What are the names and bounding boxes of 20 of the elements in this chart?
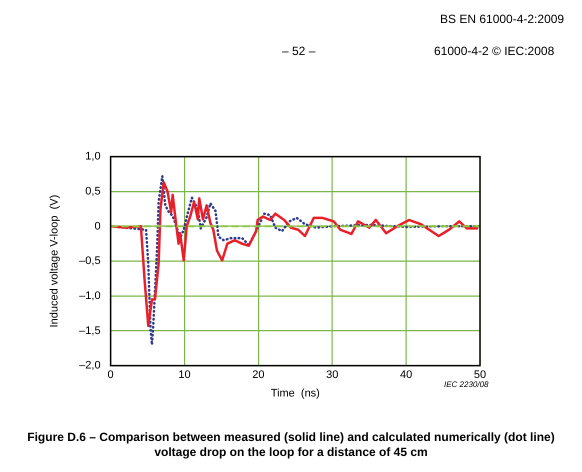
x-tick-label: 0 (108, 369, 114, 382)
y-tick-label: –1,5 (79, 324, 101, 337)
text: 61000-4-2 © IEC:2008 (434, 44, 554, 58)
y-tick-label: –2,0 (79, 360, 101, 372)
y-tick-label: –0,5 (79, 255, 101, 268)
text: Figure D.6 – Comparison between measured (solid line) and calculated numerically (dot line) voltage drop on the loop for a distance of 45 cm (26, 430, 556, 460)
y-tick-label: 0 (94, 220, 101, 232)
x-tick-label: 10 (178, 369, 191, 382)
x-tick-label: 40 (400, 369, 412, 382)
text: IEC 2230/08 (444, 380, 488, 389)
y-tick-label: 0,5 (85, 185, 101, 198)
y-tick-label: –1,0 (79, 290, 101, 302)
x-tick-label: 20 (252, 369, 264, 382)
y-axis-title: Induced voltage V-loop (V) (48, 194, 61, 328)
x-tick-label: 30 (326, 369, 338, 382)
y-tick-label: 1,0 (85, 150, 101, 163)
text: – 52 – (282, 44, 316, 58)
x-axis-title: Time (ns) (270, 387, 320, 400)
x-tick-label: 50 (474, 369, 486, 382)
text: BS EN 61000-4-2:2009 (440, 12, 564, 26)
